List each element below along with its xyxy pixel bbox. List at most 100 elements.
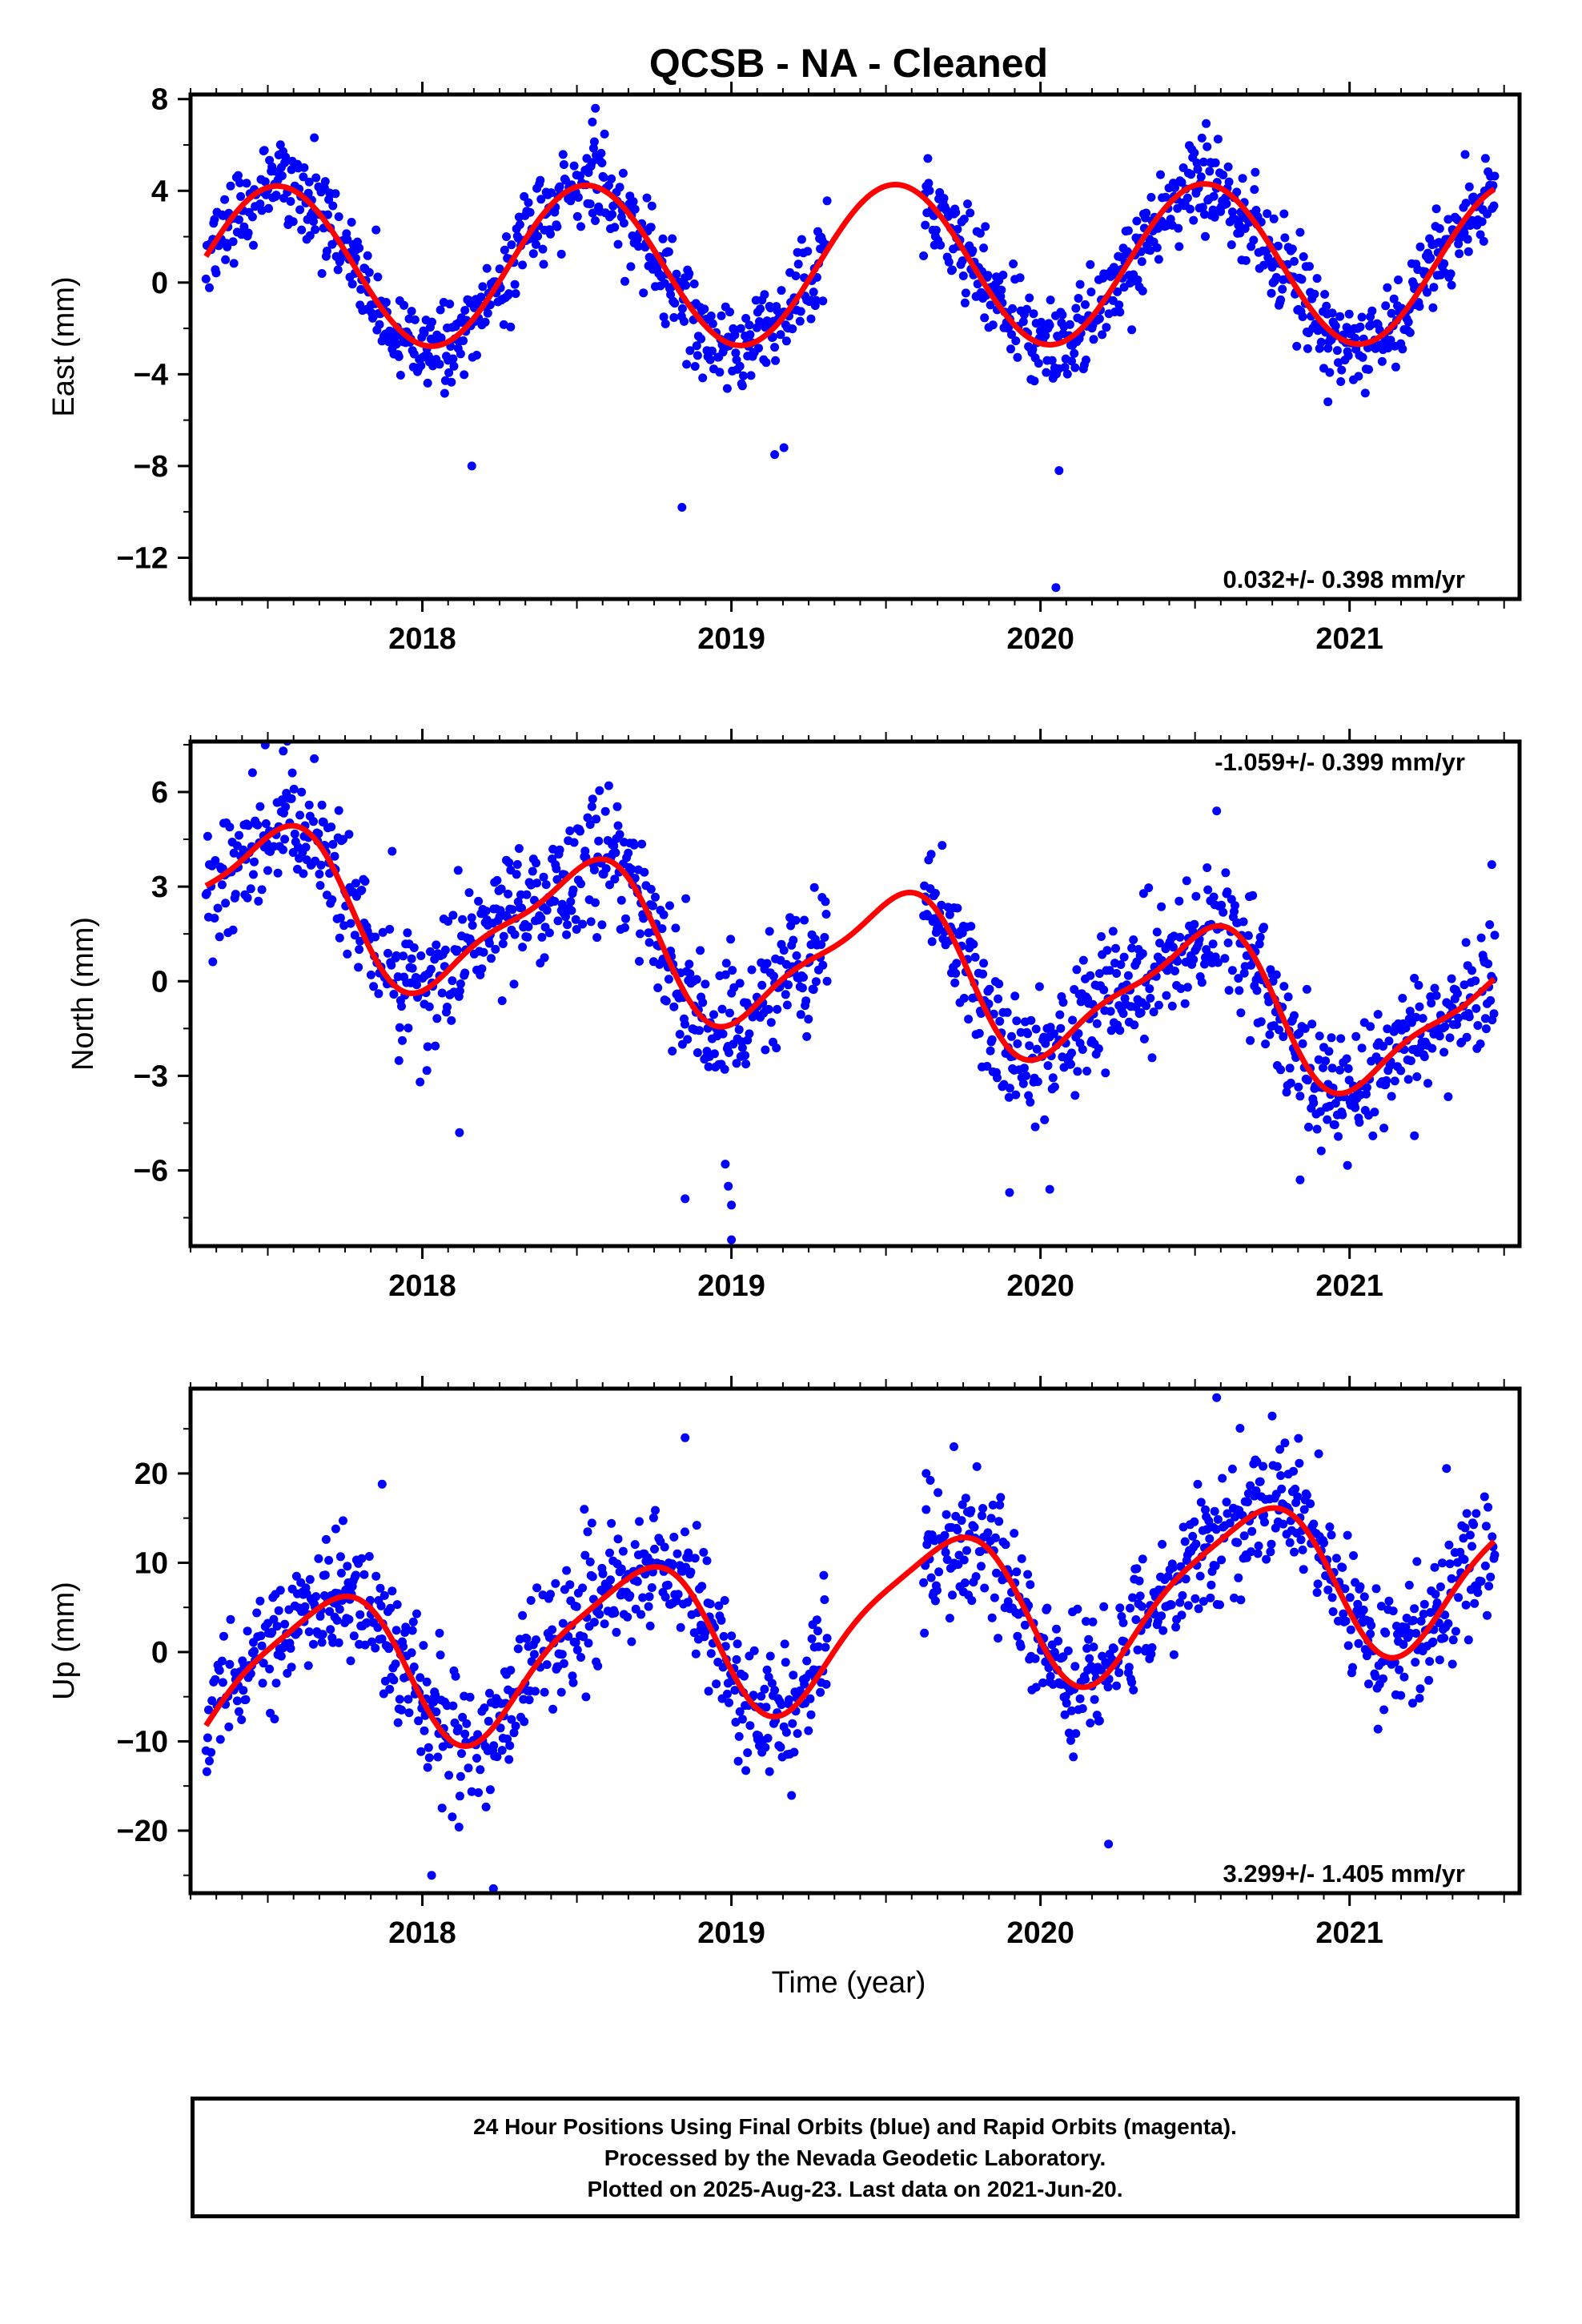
east-data-point: [1089, 335, 1098, 344]
east-data-point: [1249, 235, 1259, 245]
north-data-point: [1405, 1007, 1415, 1016]
up-data-point: [718, 1663, 728, 1672]
north-data-point: [993, 1073, 1002, 1083]
up-data-point: [1180, 1537, 1190, 1546]
north-data-point: [821, 910, 831, 919]
north-data-point: [1335, 1065, 1345, 1075]
north-data-point: [1370, 1108, 1379, 1117]
east-data-point: [309, 217, 318, 226]
up-data-point: [401, 1622, 411, 1632]
up-data-point: [1359, 1605, 1368, 1614]
north-data-point: [1412, 1072, 1422, 1081]
north-data-point: [1295, 1028, 1304, 1038]
up-data-point: [722, 1689, 732, 1699]
east-data-point: [659, 312, 669, 322]
north-data-point: [1484, 959, 1493, 969]
up-data-point: [379, 1590, 389, 1600]
up-data-point: [422, 1677, 432, 1687]
north-data-point: [477, 964, 487, 974]
north-data-point: [1043, 1061, 1053, 1071]
up-data-point: [1415, 1694, 1424, 1703]
north-data-point: [203, 831, 212, 841]
east-data-point: [410, 315, 420, 324]
east-data-point: [1042, 368, 1051, 377]
up-data-point: [607, 1518, 616, 1528]
up-data-point: [225, 1659, 235, 1669]
north-xtick-label: 2020: [1006, 1269, 1074, 1303]
east-data-point: [1460, 150, 1470, 159]
north-data-point: [789, 935, 798, 945]
up-data-point: [1312, 1588, 1322, 1598]
north-data-point: [1298, 1039, 1307, 1048]
east-data-point: [924, 179, 934, 188]
up-data-point: [740, 1671, 749, 1681]
north-data-point: [1155, 939, 1164, 948]
north-data-point: [938, 841, 947, 850]
east-data-point: [770, 343, 780, 352]
east-data-point: [495, 264, 504, 274]
north-data-point: [646, 884, 656, 894]
north-data-point: [314, 829, 323, 838]
north-data-point: [536, 913, 546, 923]
up-data-point: [681, 1433, 690, 1442]
east-data-point: [476, 292, 486, 302]
east-data-point: [435, 360, 444, 369]
east-data-point: [504, 289, 514, 299]
up-data-point: [822, 1634, 832, 1643]
up-data-point: [481, 1802, 491, 1811]
north-data-point: [600, 806, 610, 816]
east-data-point: [620, 276, 629, 286]
up-data-point: [520, 1717, 529, 1727]
up-data-point: [1086, 1719, 1095, 1728]
up-data-point: [497, 1746, 507, 1755]
up-data-point: [205, 1756, 214, 1766]
north-data-point: [1342, 1054, 1351, 1063]
up-data-point: [788, 1719, 797, 1728]
east-data-point: [1279, 209, 1289, 219]
north-data-point: [1315, 1031, 1324, 1041]
up-data-point: [761, 1703, 771, 1712]
north-data-point: [1101, 1068, 1110, 1078]
north-data-point: [280, 834, 290, 844]
north-data-point: [648, 901, 657, 911]
east-data-point: [1060, 363, 1070, 372]
up-data-point: [1291, 1484, 1300, 1494]
east-data-point: [591, 103, 600, 113]
up-ytick-label: −20: [117, 1815, 168, 1848]
up-data-point: [1353, 1599, 1363, 1609]
north-data-point: [557, 899, 567, 909]
north-data-point: [1175, 932, 1185, 942]
up-data-point: [584, 1638, 593, 1648]
up-data-point: [1447, 1574, 1456, 1583]
up-data-point: [813, 1626, 822, 1636]
up-data-point: [1158, 1626, 1168, 1635]
east-xtick-label: 2020: [1006, 622, 1074, 656]
north-data-point: [213, 903, 223, 913]
east-data-point: [770, 450, 780, 460]
north-data-point: [517, 903, 526, 913]
east-data-point: [556, 249, 566, 259]
up-data-point: [250, 1647, 259, 1656]
up-data-point: [1088, 1617, 1098, 1626]
east-data-point: [510, 279, 520, 289]
east-data-point: [257, 206, 267, 215]
north-data-point: [317, 800, 327, 810]
north-data-point: [1067, 1048, 1076, 1058]
east-data-point: [630, 204, 640, 214]
east-data-point: [681, 280, 691, 290]
north-data-point: [675, 1030, 685, 1039]
up-data-point: [1071, 1729, 1081, 1739]
north-data-point: [664, 975, 673, 984]
up-data-point: [1134, 1576, 1144, 1586]
up-data-point: [1480, 1561, 1490, 1570]
up-data-point: [920, 1628, 930, 1638]
up-data-point: [1425, 1657, 1435, 1667]
up-data-point: [1396, 1691, 1406, 1700]
up-data-point: [504, 1755, 514, 1764]
east-data-point: [693, 351, 702, 360]
north-data-point: [448, 911, 458, 920]
east-data-point: [1161, 192, 1170, 202]
east-data-point: [436, 333, 446, 343]
north-data-point: [802, 1031, 812, 1041]
